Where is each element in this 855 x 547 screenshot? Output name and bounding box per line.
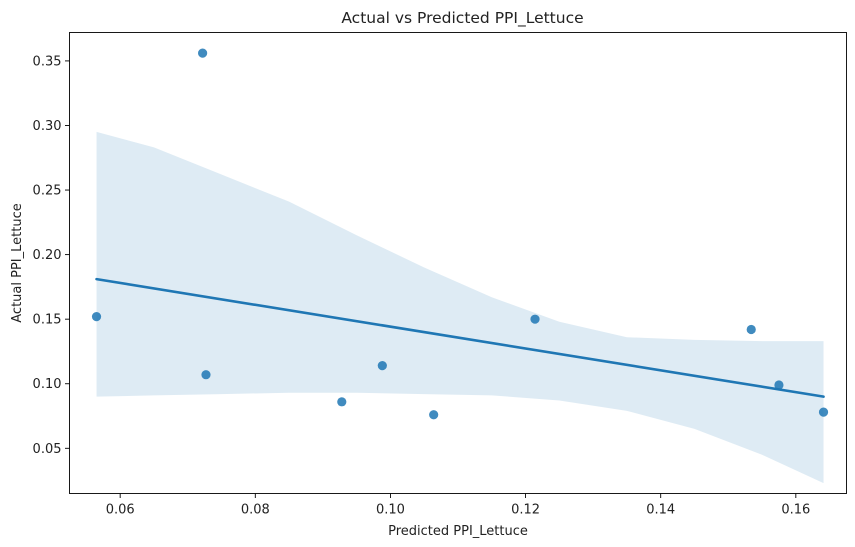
chart-title: Actual vs Predicted PPI_Lettuce [341, 9, 583, 28]
y-axis-label: Actual PPI_Lettuce [10, 203, 25, 322]
x-axis-label: Predicted PPI_Lettuce [388, 524, 528, 539]
data-point [198, 48, 208, 58]
x-tick-label: 0.10 [376, 503, 405, 518]
data-point [377, 361, 387, 371]
data-point [429, 410, 439, 420]
x-tick-label: 0.14 [646, 503, 675, 518]
x-tick-label: 0.12 [511, 503, 540, 518]
regression-line-layer [95, 277, 825, 398]
regression-line [95, 277, 825, 398]
y-tick-label: 0.05 [33, 442, 62, 457]
x-axis: 0.06 0.08 0.10 0.12 0.14 0.16 [106, 493, 810, 518]
data-point [746, 324, 756, 335]
data-points-layer [91, 48, 829, 420]
x-tick-label: 0.08 [241, 503, 270, 518]
data-point [91, 311, 102, 322]
y-tick-label: 0.30 [33, 119, 62, 134]
y-axis: 0.05 0.10 0.15 0.20 0.25 0.30 0.35 [33, 54, 70, 457]
confidence-band [96, 131, 824, 484]
y-tick-label: 0.20 [33, 248, 62, 263]
data-point [530, 314, 540, 324]
plot-frame [69, 32, 847, 494]
data-point [201, 370, 211, 380]
data-point [818, 407, 829, 417]
data-point [774, 380, 784, 390]
y-tick-label: 0.25 [33, 184, 62, 199]
confidence-band-layer [96, 131, 824, 484]
y-tick-label: 0.10 [33, 377, 62, 392]
data-point [337, 397, 347, 407]
x-tick-label: 0.06 [106, 503, 135, 518]
x-tick-label: 0.16 [781, 503, 810, 518]
y-tick-label: 0.15 [33, 313, 62, 328]
y-tick-label: 0.35 [33, 54, 62, 69]
